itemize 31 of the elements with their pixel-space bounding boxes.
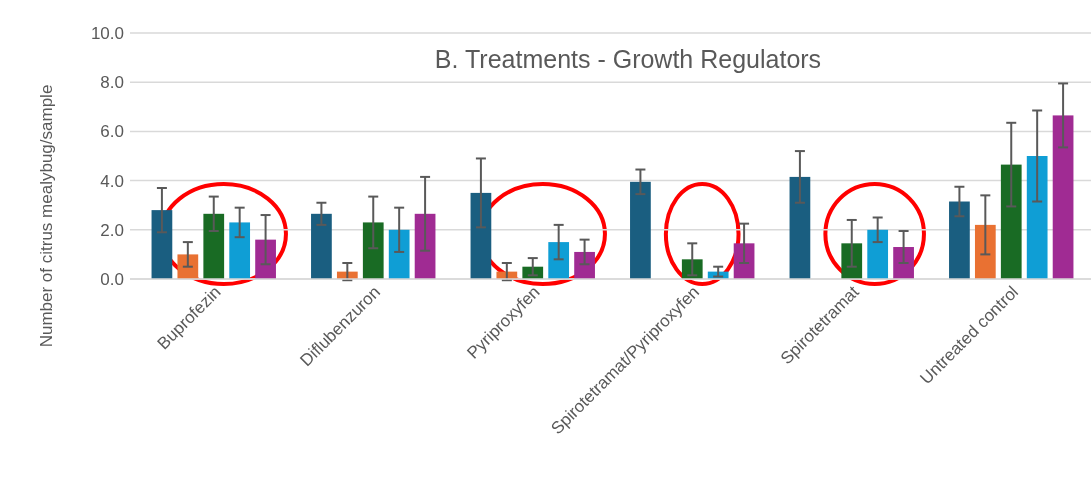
y-tick-label: 4.0: [100, 171, 124, 191]
bar: [789, 176, 811, 279]
y-tick-label: 6.0: [100, 122, 124, 142]
bar: [733, 243, 755, 279]
bar: [974, 224, 996, 279]
y-tick-label: 2.0: [100, 220, 124, 240]
bar: [841, 243, 863, 279]
bar: [229, 222, 251, 279]
bar: [255, 239, 276, 279]
bar: [203, 213, 225, 279]
bar: [630, 181, 651, 279]
bar: [1026, 156, 1048, 279]
bar: [414, 213, 436, 279]
y-axis-title: Number of citrus mealybug/sample: [37, 84, 56, 348]
y-tick-label: 0.0: [100, 269, 124, 289]
y-tick-label: 10.0: [90, 23, 124, 43]
bar: [1052, 115, 1074, 279]
bar: [574, 251, 595, 279]
text: B. Treatments - Growth Regulators: [434, 45, 822, 73]
bar: [311, 213, 332, 279]
y-tick-label: 8.0: [100, 73, 124, 93]
bar: [893, 247, 914, 279]
bar: [867, 229, 889, 279]
bar: [362, 222, 384, 279]
bar: [548, 242, 570, 279]
bar: [388, 229, 410, 279]
bar: [470, 192, 492, 279]
bar: [177, 254, 199, 279]
bar: [1000, 164, 1022, 279]
bar: [151, 210, 173, 279]
bar: [949, 201, 970, 279]
